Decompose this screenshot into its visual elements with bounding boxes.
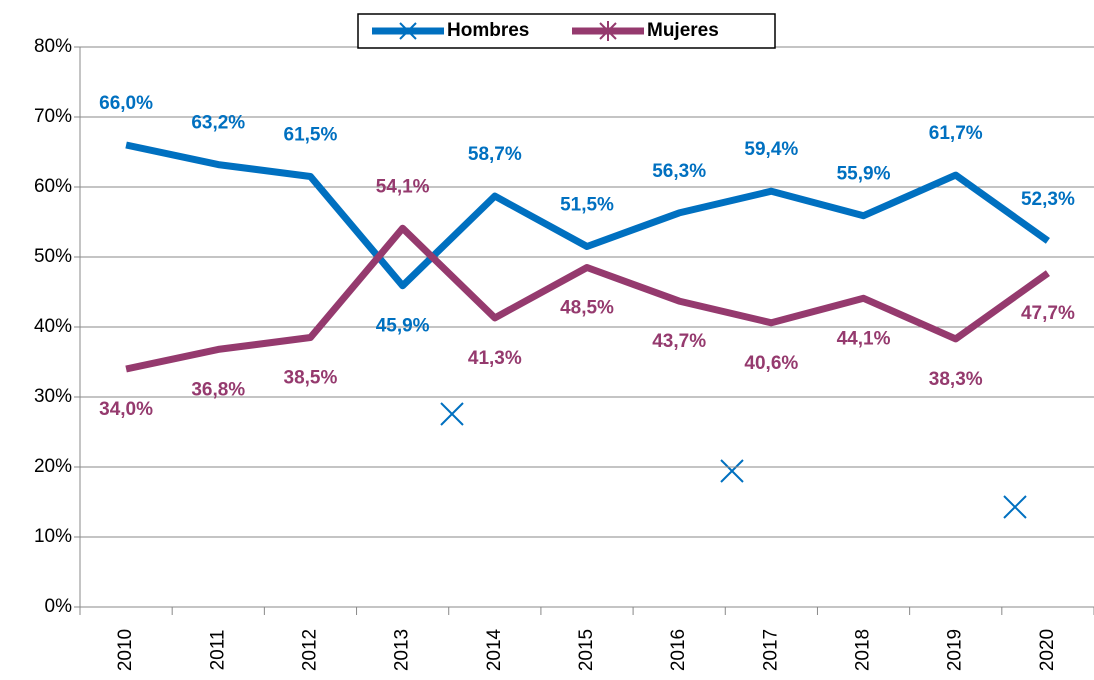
- data-label: 40,6%: [744, 353, 798, 374]
- y-tick-label: 10%: [34, 526, 72, 547]
- x-tick-label: 2013: [392, 629, 413, 671]
- data-label: 45,9%: [376, 316, 430, 337]
- data-label: 44,1%: [837, 328, 891, 349]
- data-label: 66,0%: [99, 93, 153, 114]
- data-label: 34,0%: [99, 399, 153, 420]
- data-label: 38,3%: [929, 369, 983, 390]
- stray-marker: [440, 402, 464, 426]
- data-label: 61,5%: [284, 125, 338, 146]
- y-tick-label: 40%: [34, 316, 72, 337]
- data-label: 41,3%: [468, 348, 522, 369]
- y-tick-label: 60%: [34, 176, 72, 197]
- data-label: 56,3%: [652, 161, 706, 182]
- data-label: 55,9%: [837, 164, 891, 185]
- x-tick-label: 2015: [576, 629, 597, 671]
- x-tick-label: 2017: [760, 629, 781, 671]
- data-label: 52,3%: [1021, 189, 1075, 210]
- data-label: 54,1%: [376, 176, 430, 197]
- x-tick-label: 2018: [853, 629, 874, 671]
- data-label: 38,5%: [284, 368, 338, 389]
- data-label: 48,5%: [560, 298, 614, 319]
- x-tick-label: 2019: [945, 629, 966, 671]
- legend-marker: [599, 21, 617, 41]
- legend: Hombres Mujeres: [357, 13, 776, 49]
- y-tick-label: 70%: [34, 106, 72, 127]
- data-label: 43,7%: [652, 331, 706, 352]
- x-tick-label: 2014: [484, 628, 505, 671]
- x-tick-label: 2010: [115, 629, 136, 671]
- y-tick-label: 0%: [45, 596, 73, 617]
- data-label: 51,5%: [560, 195, 614, 216]
- x-tick-label: 2011: [207, 630, 228, 671]
- data-label: 47,7%: [1021, 303, 1075, 324]
- legend-label: Mujeres: [647, 20, 719, 41]
- x-tick-label: 2020: [1037, 629, 1058, 671]
- data-label: 61,7%: [929, 123, 983, 144]
- y-tick-label: 30%: [34, 386, 72, 407]
- line-series: [125, 141, 1050, 290]
- y-tick-label: 80%: [34, 36, 72, 57]
- y-tick-label: 50%: [34, 246, 72, 267]
- x-tick-label: 2012: [299, 629, 320, 671]
- stray-marker: [1003, 495, 1027, 519]
- x-tick-label: 2016: [668, 629, 689, 671]
- data-label: 58,7%: [468, 144, 522, 165]
- legend-marker: [399, 22, 417, 40]
- line-series: [125, 224, 1050, 373]
- data-label: 59,4%: [744, 139, 798, 160]
- data-label: 36,8%: [191, 379, 245, 400]
- data-label: 63,2%: [191, 113, 245, 134]
- stray-marker: [720, 459, 744, 483]
- legend-label: Hombres: [447, 20, 529, 41]
- y-tick-label: 20%: [34, 456, 72, 477]
- decor: [440, 402, 1027, 519]
